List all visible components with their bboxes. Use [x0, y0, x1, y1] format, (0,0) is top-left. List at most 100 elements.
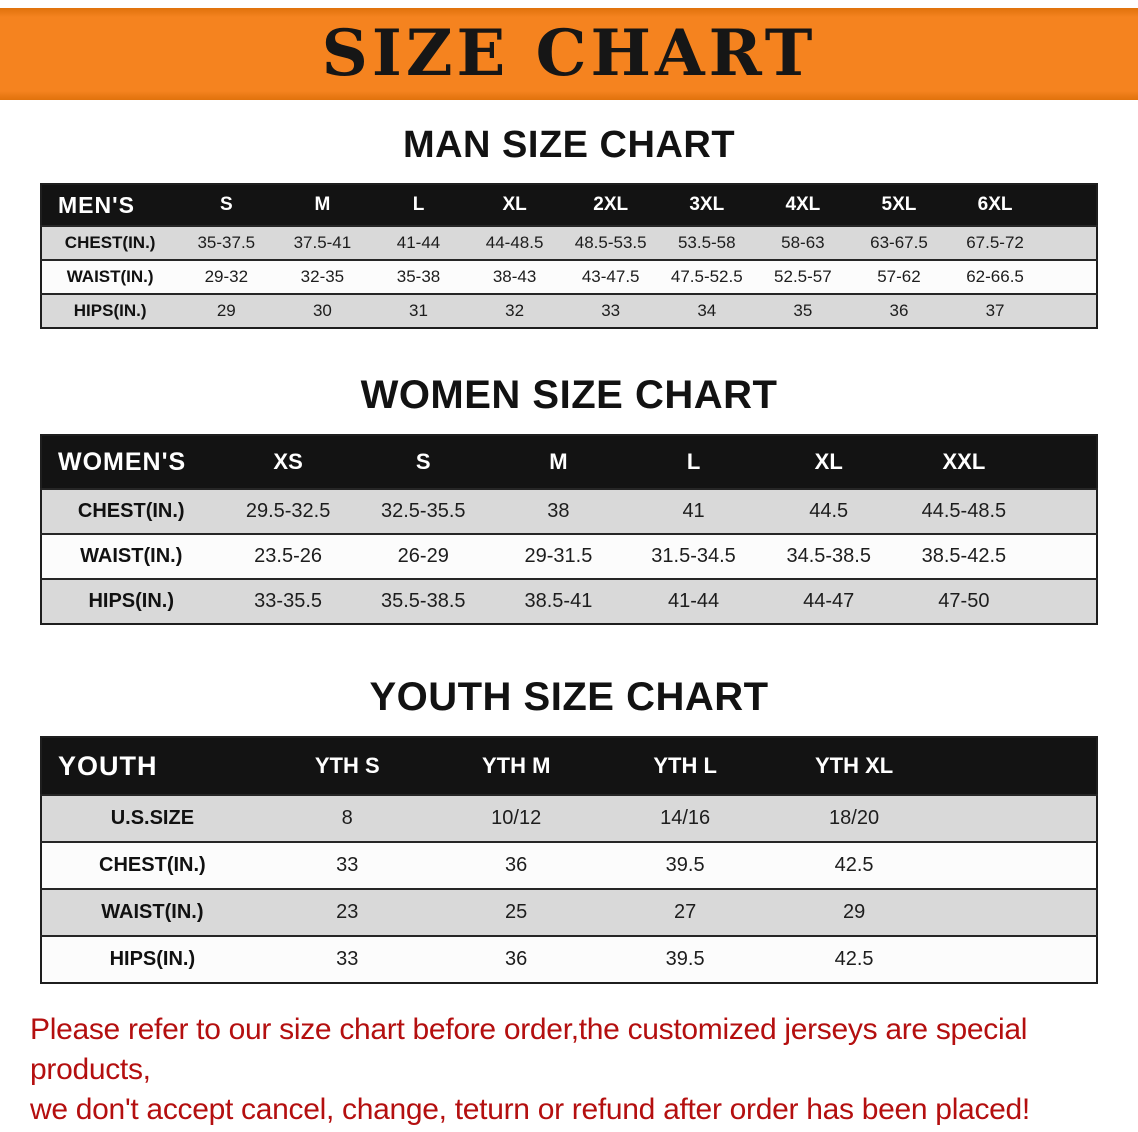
spacer-cell	[939, 842, 1097, 889]
youth-column-header: YTH S	[262, 737, 432, 795]
cell: 58-63	[781, 233, 825, 252]
cell: 35-38	[396, 267, 441, 286]
women-waist-row: WAIST(IN.) 23.5-26 26-29 29-31.5 31.5-34…	[41, 534, 1097, 579]
women-column-header: S	[355, 435, 491, 489]
spacer-cell	[1031, 435, 1097, 489]
spacer-cell	[1031, 579, 1097, 624]
row-label: U.S.SIZE	[110, 807, 195, 829]
row-label: WAIST(IN.)	[66, 267, 154, 286]
youth-column-header: YTH M	[431, 737, 601, 795]
disclaimer-line-1: Please refer to our size chart before or…	[30, 1013, 1028, 1087]
size-chart-banner: SIZE CHART	[0, 8, 1138, 100]
youth-table-corner-label: YOUTH	[41, 737, 263, 795]
women-table-header-row: WOMEN'S XS S M L XL XXL	[41, 435, 1097, 489]
women-column-header: XXL	[896, 435, 1032, 489]
cell: 36	[505, 948, 528, 970]
man-table-corner-label: MEN'S	[41, 184, 179, 226]
spacer-cell	[1043, 260, 1097, 294]
cell: 44.5	[809, 500, 849, 522]
man-column-header: M	[274, 184, 371, 226]
cell: 23.5-26	[254, 545, 323, 567]
cell: 48.5-53.5	[574, 233, 647, 252]
cell: 47-50	[938, 590, 990, 612]
cell: 32.5-35.5	[380, 500, 466, 522]
spacer-cell	[1043, 226, 1097, 260]
cell: 33	[336, 854, 359, 876]
women-section-heading: WOMEN SIZE CHART	[360, 373, 778, 417]
cell: 38.5-42.5	[921, 545, 1007, 567]
spacer-cell	[1031, 489, 1097, 534]
cell: 35-37.5	[197, 233, 256, 252]
cell: 35.5-38.5	[380, 590, 466, 612]
row-label: WAIST(IN.)	[80, 545, 183, 567]
youth-section-heading: YOUTH SIZE CHART	[369, 675, 769, 719]
cell: 41-44	[667, 590, 720, 612]
cell: 34.5-38.5	[786, 545, 871, 567]
man-chest-row: CHEST(IN.) 35-37.5 37.5-41 41-44 44-48.5…	[41, 226, 1097, 260]
man-size-table: MEN'S S M L XL 2XL 3XL 4XL 5XL 6XL CHEST…	[40, 183, 1098, 329]
man-column-header: L	[370, 184, 467, 226]
row-label: HIPS(IN.)	[73, 301, 147, 320]
youth-chest-row: CHEST(IN.) 33 36 39.5 42.5	[41, 842, 1097, 889]
women-column-header: XL	[761, 435, 897, 489]
youth-table-header-row: YOUTH YTH S YTH M YTH L YTH XL	[41, 737, 1097, 795]
cell: 10/12	[491, 807, 542, 829]
cell: 47.5-52.5	[670, 267, 743, 286]
man-hips-row: HIPS(IN.) 29 30 31 32 33 34 35 36 37	[41, 294, 1097, 328]
man-column-header: 4XL	[754, 184, 851, 226]
youth-size-table: YOUTH YTH S YTH M YTH L YTH XL U.S.SIZE …	[40, 736, 1098, 984]
cell: 31	[409, 301, 428, 320]
cell: 27	[674, 901, 697, 923]
cell: 25	[505, 901, 528, 923]
youth-hips-row: HIPS(IN.) 33 36 39.5 42.5	[41, 936, 1097, 983]
women-hips-row: HIPS(IN.) 33-35.5 35.5-38.5 38.5-41 41-4…	[41, 579, 1097, 624]
youth-ussize-row: U.S.SIZE 8 10/12 14/16 18/20	[41, 795, 1097, 842]
women-column-header: L	[625, 435, 762, 489]
cell: 43-47.5	[581, 267, 640, 286]
cell: 23	[336, 901, 359, 923]
cell: 42.5	[834, 948, 874, 970]
man-column-header: 5XL	[850, 184, 948, 226]
cell: 62-66.5	[966, 267, 1024, 286]
cell: 39.5	[665, 854, 705, 876]
cell: 63-67.5	[870, 233, 928, 252]
cell: 18/20	[829, 807, 880, 829]
man-waist-row: WAIST(IN.) 29-32 32-35 35-38 38-43 43-47…	[41, 260, 1097, 294]
cell: 52.5-57	[774, 267, 832, 286]
cell: 38.5-41	[524, 590, 593, 612]
cell: 8	[341, 807, 353, 829]
spacer-cell	[939, 889, 1097, 936]
cell: 36	[889, 301, 909, 320]
man-table-header-row: MEN'S S M L XL 2XL 3XL 4XL 5XL 6XL	[41, 184, 1097, 226]
cell: 31.5-34.5	[651, 545, 736, 567]
spacer-cell	[939, 936, 1097, 983]
spacer-cell	[939, 795, 1097, 842]
women-column-header: XS	[220, 435, 356, 489]
cell: 57-62	[877, 267, 921, 286]
cell: 33	[601, 301, 621, 320]
row-label: WAIST(IN.)	[101, 901, 204, 923]
cell: 67.5-72	[966, 233, 1024, 252]
row-label: CHEST(IN.)	[64, 233, 156, 252]
cell: 29-32	[204, 267, 249, 286]
cell: 34	[697, 301, 717, 320]
cell: 33	[336, 948, 359, 970]
man-column-header: 3XL	[658, 184, 755, 226]
women-table-corner-label: WOMEN'S	[41, 435, 221, 489]
cell: 29-31.5	[524, 545, 593, 567]
youth-waist-row: WAIST(IN.) 23 25 27 29	[41, 889, 1097, 936]
cell: 29	[842, 901, 866, 923]
row-label: HIPS(IN.)	[88, 590, 175, 612]
cell: 33-35.5	[254, 590, 323, 612]
cell: 38	[547, 500, 570, 522]
man-column-header: 6XL	[947, 184, 1044, 226]
cell: 29	[216, 301, 236, 320]
spacer-cell	[1031, 534, 1097, 579]
cell: 36	[505, 854, 528, 876]
man-section-heading: MAN SIZE CHART	[402, 124, 736, 166]
cell: 26-29	[397, 545, 449, 567]
cell: 42.5	[834, 854, 874, 876]
cell: 39.5	[665, 948, 705, 970]
cell: 37.5-41	[293, 233, 352, 252]
youth-column-header: YTH L	[600, 737, 770, 795]
